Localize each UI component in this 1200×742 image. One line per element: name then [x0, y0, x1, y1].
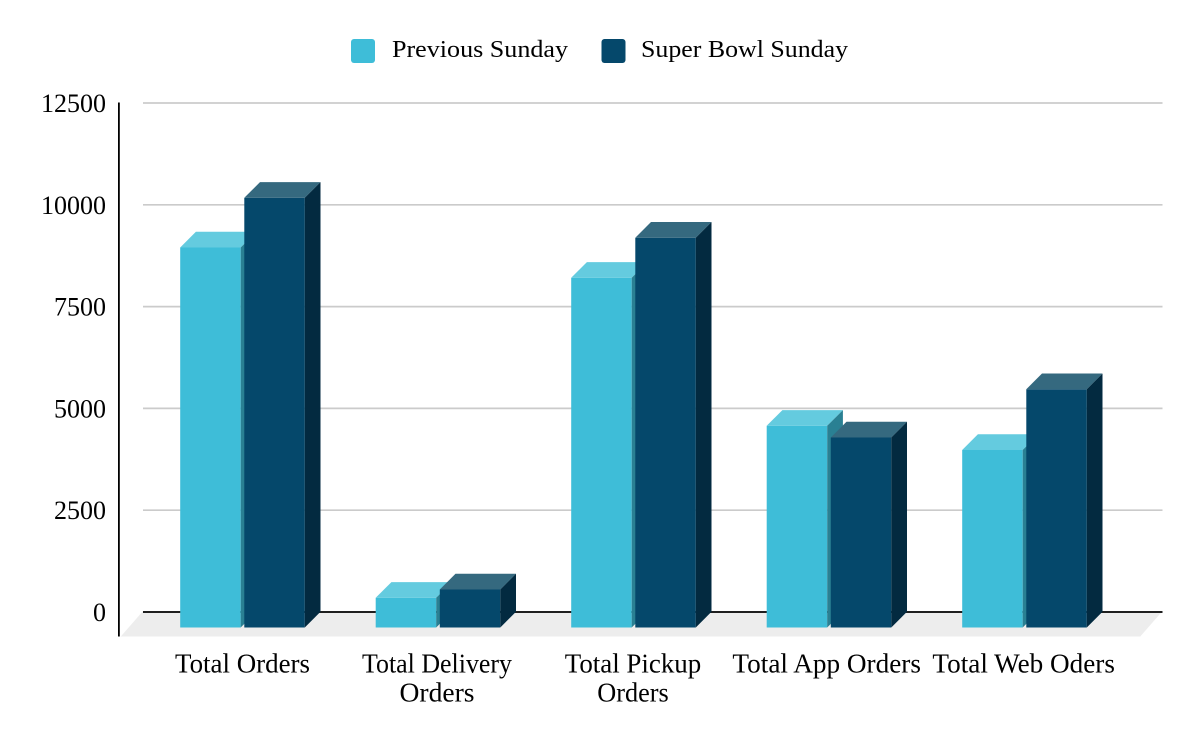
svg-text:12500: 12500: [41, 89, 106, 118]
svg-text:5000: 5000: [54, 394, 106, 423]
svg-text:Total Web Oders: Total Web Oders: [932, 649, 1115, 679]
svg-text:10000: 10000: [41, 191, 106, 220]
svg-text:Super Bowl Sunday: Super Bowl Sunday: [641, 37, 848, 63]
svg-text:Orders: Orders: [400, 678, 475, 708]
svg-text:Previous Sunday: Previous Sunday: [392, 37, 568, 63]
svg-text:Total App Orders: Total App Orders: [732, 649, 921, 679]
svg-text:2500: 2500: [54, 496, 106, 525]
svg-text:Total Pickup: Total Pickup: [565, 649, 702, 679]
svg-text:Orders: Orders: [597, 678, 669, 708]
svg-text:Total Orders: Total Orders: [175, 649, 310, 679]
svg-text:Total Delivery: Total Delivery: [362, 649, 512, 679]
svg-text:0: 0: [93, 598, 106, 627]
svg-text:7500: 7500: [54, 293, 106, 322]
